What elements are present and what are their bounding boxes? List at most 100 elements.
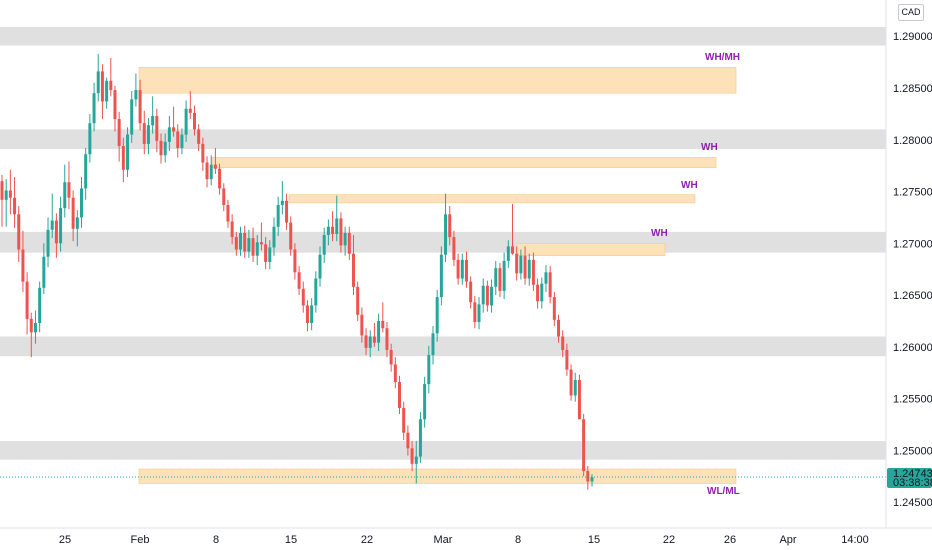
- currency-label[interactable]: CAD: [898, 4, 924, 21]
- candle-body-112: [469, 281, 473, 303]
- candle-body-119: [498, 268, 502, 291]
- candle-body-125: [523, 255, 527, 279]
- candle-body-2: [8, 190, 12, 198]
- candle-body-41: [172, 127, 176, 132]
- candle-body-117: [490, 286, 494, 306]
- price-tick-2: 1.28000: [893, 135, 932, 147]
- candle-body-128: [536, 284, 540, 302]
- candle-body-131: [548, 272, 552, 298]
- candle-body-99: [414, 456, 418, 464]
- time-tick-10: Apr: [779, 534, 796, 546]
- candle-body-31: [130, 99, 134, 135]
- candle-body-46: [192, 112, 196, 130]
- candle-body-111: [464, 259, 468, 282]
- candle-body-64: [268, 247, 272, 262]
- candle-body-48: [201, 143, 205, 163]
- candle-body-7: [29, 318, 33, 333]
- candle-body-92: [385, 328, 389, 350]
- candles-layer: [0, 53, 594, 490]
- candle-body-139: [582, 419, 586, 472]
- zone-label-4: WL/ML: [707, 486, 740, 497]
- candle-body-18: [75, 217, 79, 229]
- price-axis[interactable]: 1.29000 1.28500 1.28000 1.27500 1.27000 1.265…: [893, 31, 932, 509]
- candle-body-38: [159, 140, 163, 156]
- candle-body-126: [527, 259, 531, 279]
- candle-body-42: [176, 131, 180, 149]
- candle-body-88: [368, 336, 372, 348]
- candle-body-74: [310, 305, 314, 324]
- candle-body-70: [293, 249, 297, 273]
- candle-body-85: [356, 286, 360, 315]
- candle-body-19: [80, 188, 84, 218]
- candle-body-100: [418, 419, 422, 457]
- candle-body-30: [126, 134, 130, 170]
- candle-body-140: [586, 471, 590, 482]
- candle-body-118: [494, 268, 498, 287]
- candle-body-72: [301, 288, 305, 306]
- candle-body-49: [205, 162, 209, 180]
- orange-zone-2: [288, 194, 696, 204]
- candle-body-8: [33, 323, 37, 333]
- zone-label-2: WH: [681, 180, 698, 191]
- candle-body-57: [239, 232, 243, 250]
- time-axis[interactable]: 25 Feb 8 15 22 Mar 8 15 22 26 Apr 14:00: [59, 534, 869, 546]
- time-tick-4: 22: [361, 534, 373, 546]
- candle-body-45: [188, 108, 192, 113]
- candle-body-137: [573, 379, 577, 396]
- candle-body-123: [515, 253, 519, 274]
- candle-body-5: [21, 249, 25, 282]
- candle-body-136: [569, 369, 573, 396]
- candle-body-59: [247, 238, 251, 252]
- candle-body-36: [151, 115, 155, 126]
- orange-zone-1: [211, 157, 717, 169]
- candle-body-93: [389, 349, 393, 365]
- candle-body-104: [435, 297, 439, 334]
- candle-body-89: [372, 336, 376, 343]
- zone-labels-layer: WH/MH WH WH WH WL/ML: [651, 52, 740, 497]
- candle-body-69: [289, 222, 293, 250]
- candle-body-121: [506, 246, 510, 261]
- candle-body-78: [326, 226, 330, 236]
- candle-body-141: [590, 477, 594, 482]
- candle-body-109: [456, 259, 460, 279]
- candle-body-40: [167, 127, 171, 142]
- time-tick-1: Feb: [131, 534, 150, 546]
- candle-body-61: [255, 242, 259, 256]
- candle-body-53: [222, 188, 226, 205]
- candle-body-127: [531, 259, 535, 285]
- zones-layer: [0, 26, 886, 484]
- orange-zone-3: [516, 242, 666, 257]
- candle-body-80: [335, 218, 339, 234]
- candle-body-133: [557, 319, 561, 337]
- candle-body-113: [473, 302, 477, 322]
- price-tick-3: 1.27500: [893, 187, 932, 199]
- candle-body-63: [264, 244, 268, 262]
- candle-body-47: [197, 129, 201, 144]
- price-tick-7: 1.25500: [893, 394, 932, 406]
- candle-body-116: [485, 285, 489, 306]
- candle-body-21: [88, 123, 92, 155]
- price-tick-4: 1.27000: [893, 238, 932, 250]
- candle-body-107: [448, 214, 452, 238]
- candle-body-3: [13, 197, 17, 215]
- candle-body-17: [71, 197, 75, 229]
- candle-body-37: [155, 115, 159, 141]
- candle-body-124: [519, 255, 523, 274]
- candle-body-39: [163, 141, 167, 156]
- candle-body-114: [477, 304, 481, 322]
- candle-body-130: [544, 272, 548, 284]
- candle-body-23: [96, 71, 100, 94]
- candle-body-11: [46, 229, 50, 257]
- candle-body-28: [117, 119, 121, 146]
- candle-body-62: [259, 242, 263, 245]
- candle-body-120: [502, 260, 506, 291]
- candle-body-55: [230, 221, 234, 238]
- candle-body-102: [427, 355, 431, 385]
- candle-body-134: [561, 336, 565, 350]
- candle-body-132: [552, 297, 556, 320]
- candle-body-24: [100, 71, 104, 102]
- candle-body-95: [398, 382, 402, 408]
- time-tick-0: 25: [59, 534, 71, 546]
- orange-zone-0: [138, 66, 737, 94]
